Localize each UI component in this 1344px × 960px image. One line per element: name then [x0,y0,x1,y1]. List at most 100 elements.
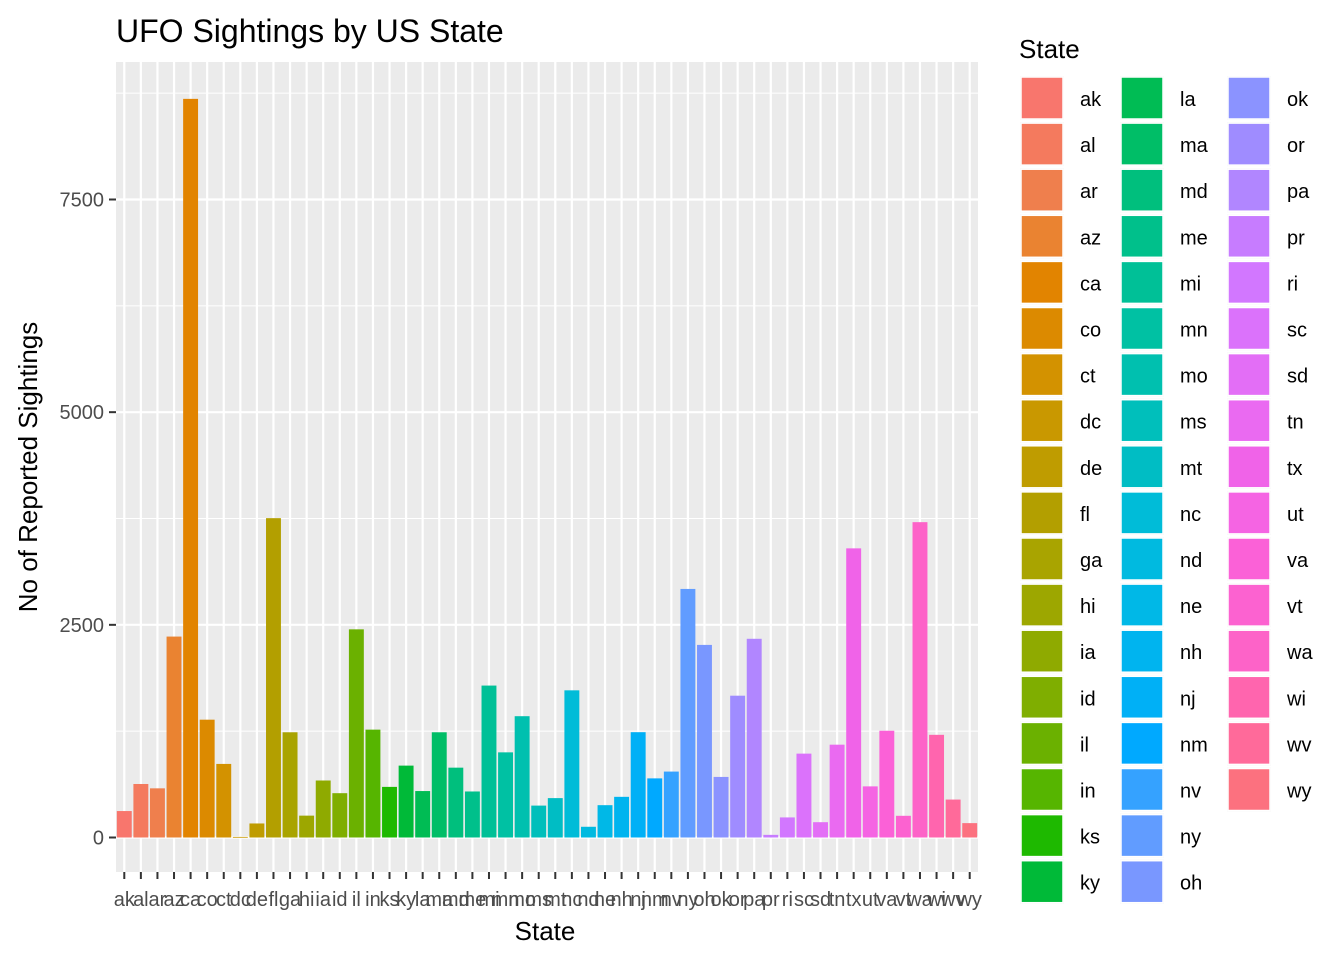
legend-label-co: co [1080,320,1101,342]
x-tick-label: ia [315,889,331,911]
bar-ky [398,765,414,838]
x-tick-label: de [246,889,268,911]
legend-key-ms [1120,398,1164,443]
bar-wy [962,823,978,838]
x-tick-label: mt [544,889,567,911]
bar-nj [630,732,646,838]
bar-or [730,695,746,838]
bar-co [199,719,215,838]
bar-mn [498,752,514,838]
x-tick-label: co [197,889,218,911]
x-tick-label: ky [396,889,416,911]
x-tick-label: ks [380,889,400,911]
x-tick-label: mo [508,889,536,911]
legend-key-va [1227,537,1271,581]
y-tick-label: 0 [93,828,104,850]
legend-key-ma [1120,122,1164,166]
x-tick-label: wa [906,889,933,911]
x-tick-label: hi [299,889,315,911]
legend-key-az [1020,214,1064,259]
legend-label-nm: nm [1180,734,1208,756]
legend-key-dc [1020,398,1064,443]
legend-label-sd: sd [1287,366,1308,388]
legend-label-mt: mt [1180,458,1203,480]
legend-key-pr [1227,214,1271,259]
legend-label-ak: ak [1080,89,1102,111]
legend-key-sd [1227,352,1271,397]
legend-label-or: or [1287,135,1305,157]
legend-label-de: de [1080,458,1102,480]
legend-key-mo [1120,352,1164,397]
x-tick-label: md [442,889,470,911]
x-tick-label: ca [180,889,202,911]
legend-key-wi [1227,675,1271,720]
chart-title: UFO Sightings by US State [116,13,504,49]
legend-key-nd [1120,537,1164,581]
x-tick-label: ne [594,889,616,911]
bar-ri [779,817,795,838]
legend: ak al ar az ca co ct dc de fl ga hi ia id il in ks ky la ma… [1020,76,1313,904]
legend-key-nm [1120,721,1164,766]
bar-ut [862,786,878,838]
legend-key-la [1120,76,1164,120]
legend-label-al: al [1080,135,1096,157]
legend-key-wv [1227,721,1271,766]
y-tick-label: 2500 [60,615,105,637]
x-tick-label: ct [216,889,232,911]
bar-nm [647,778,663,838]
x-tick-label: vt [896,889,912,911]
legend-label-wy: wy [1286,781,1311,803]
legend-label-tx: tx [1287,458,1303,480]
x-tick-label: wi [926,889,946,911]
bar-ct [216,763,232,838]
bar-ar [149,788,165,838]
bar-sd [813,822,828,838]
legend-key-ri [1227,260,1271,305]
bar-in [365,729,381,838]
legend-label-ca: ca [1080,273,1102,295]
legend-label-wv: wv [1286,734,1311,756]
legend-key-or [1227,122,1271,166]
legend-key-ct [1020,352,1064,397]
legend-key-nv [1120,767,1164,812]
x-tick-label: nv [661,889,682,911]
legend-key-ga [1020,537,1064,581]
bar-ca [183,98,199,838]
bar-il [348,629,364,838]
legend-key-wy [1227,767,1271,812]
x-tick-label: mi [478,889,499,911]
bar-mo [514,716,530,838]
bar-pa [746,638,762,838]
y-axis-title: No of Reported Sightings [13,322,43,613]
x-tick-label: nm [641,889,669,911]
bar-nh [614,796,630,838]
legend-key-fl [1020,491,1064,535]
bar-ne [597,805,613,838]
x-tick-label: nj [630,889,646,911]
legend-key-md [1120,168,1164,212]
legend-key-mt [1120,445,1164,489]
legend-label-ia: ia [1080,642,1096,664]
x-tick-label: id [332,889,348,911]
bar-nc [564,690,580,838]
bar-nv [663,771,679,838]
legend-key-wa [1227,629,1271,673]
legend-label-wi: wi [1286,688,1306,710]
legend-label-ma: ma [1180,135,1209,157]
x-axis-title: State [515,916,576,946]
legend-label-nc: nc [1180,504,1201,526]
legend-label-ne: ne [1180,596,1202,618]
x-tick-label: az [163,889,184,911]
y-axis: 0 2500 5000 7500 [60,190,116,850]
legend-label-ga: ga [1080,550,1103,572]
legend-label-nd: nd [1180,550,1202,572]
legend-label-id: id [1080,688,1096,710]
bar-nd [580,826,596,838]
legend-key-ok [1227,76,1271,120]
legend-key-ny [1120,813,1164,858]
bar-pr [763,834,779,838]
legend-label-nv: nv [1180,781,1201,803]
legend-key-ia [1020,629,1064,673]
x-tick-label: ak [114,889,136,911]
